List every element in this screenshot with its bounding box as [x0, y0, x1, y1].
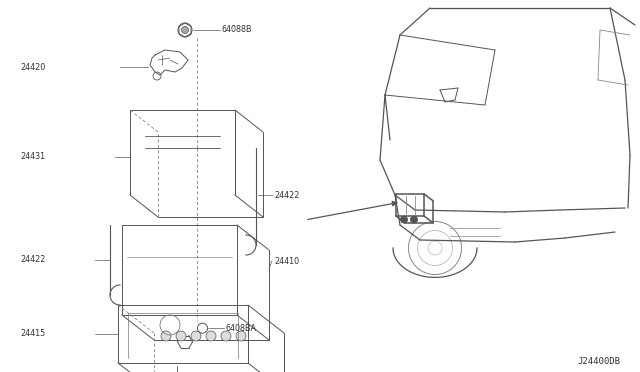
Text: 24410: 24410 [274, 257, 299, 266]
Text: 24415: 24415 [20, 330, 45, 339]
Text: J24400DB: J24400DB [577, 357, 620, 366]
Text: 64088B: 64088B [222, 25, 253, 33]
Text: 24422: 24422 [20, 256, 45, 264]
Text: 24422: 24422 [274, 190, 300, 199]
Circle shape [176, 331, 186, 341]
Circle shape [401, 216, 408, 223]
Text: 24431: 24431 [20, 152, 45, 161]
Text: 24420: 24420 [20, 62, 45, 71]
Circle shape [221, 331, 231, 341]
Circle shape [182, 26, 189, 33]
Circle shape [236, 331, 246, 341]
Circle shape [191, 331, 201, 341]
Circle shape [161, 331, 171, 341]
Circle shape [206, 331, 216, 341]
Text: 6408BA: 6408BA [226, 324, 257, 333]
Circle shape [410, 216, 417, 223]
